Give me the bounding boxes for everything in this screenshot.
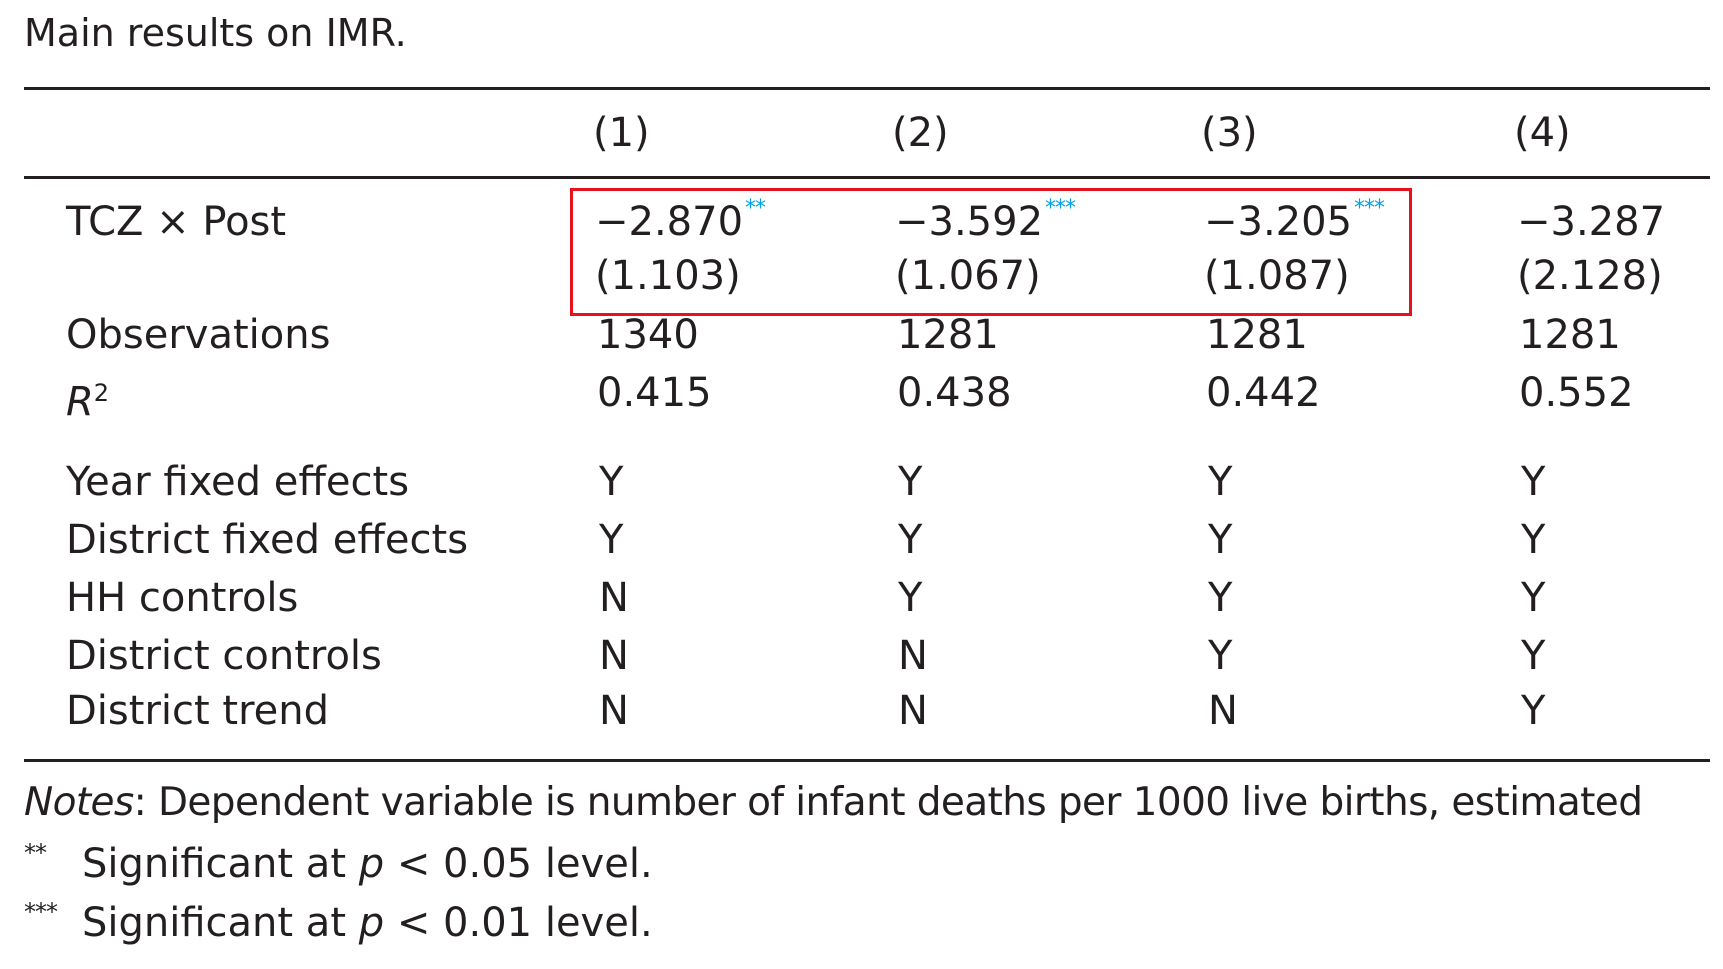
note-text-pre: Significant at — [82, 841, 359, 887]
observations-1: 1340 — [597, 312, 699, 358]
estimate-value: −3.592 — [895, 199, 1044, 245]
control-value: Y — [1521, 517, 1546, 563]
control-value: N — [898, 633, 928, 679]
control-value: Y — [898, 459, 923, 505]
control-value: Y — [599, 517, 624, 563]
significance-stars: *** — [1354, 196, 1385, 221]
std-error-3: (1.087) — [1204, 253, 1350, 299]
bottom-rule — [24, 759, 1710, 762]
note-text-pre: Significant at — [82, 900, 359, 946]
note-p: p — [358, 841, 385, 887]
std-error-4: (2.128) — [1517, 253, 1663, 299]
control-value: Y — [1521, 633, 1546, 679]
control-value: Y — [1208, 633, 1233, 679]
table-caption: Main results on IMR. — [24, 11, 407, 55]
significance-note-05: ** Significant at p < 0.05 level. — [24, 839, 653, 894]
estimate-value: −3.287 — [1517, 199, 1666, 245]
coef-row-label: TCZ × Post — [66, 197, 286, 247]
control-value: N — [599, 633, 629, 679]
control-value: Y — [1521, 688, 1546, 734]
note-p: p — [358, 900, 385, 946]
r-squared-3: 0.442 — [1206, 370, 1321, 416]
coef-estimate-1: −2.870** — [595, 196, 766, 254]
coef-label-times: × — [156, 199, 190, 245]
control-label: Year fixed effects — [66, 459, 410, 505]
table-notes: Notes: Dependent variable is number of i… — [24, 778, 1643, 828]
control-value: Y — [898, 575, 923, 621]
r-squared-label: R2 — [66, 368, 109, 427]
control-value: Y — [1208, 575, 1233, 621]
control-value: Y — [599, 459, 624, 505]
control-value: Y — [1208, 459, 1233, 505]
significance-stars: *** — [1045, 196, 1076, 221]
column-header-1: (1) — [593, 110, 650, 156]
coef-estimate-4: −3.287 — [1517, 197, 1667, 254]
observations-4: 1281 — [1519, 312, 1621, 358]
control-value: Y — [1521, 459, 1546, 505]
r-squared-1: 0.415 — [597, 370, 712, 416]
control-value: N — [898, 688, 928, 734]
column-header-2: (2) — [892, 110, 949, 156]
estimate-value: −3.205 — [1204, 199, 1353, 245]
observations-3: 1281 — [1206, 312, 1308, 358]
control-label: District trend — [66, 688, 329, 734]
r-squared-2: 0.438 — [897, 370, 1012, 416]
control-value: N — [599, 575, 629, 621]
std-error-1: (1.103) — [595, 253, 741, 299]
control-label: District fixed effects — [66, 517, 469, 563]
r-squared-4: 0.552 — [1519, 370, 1634, 416]
estimate-value: −2.870 — [595, 199, 744, 245]
control-value: Y — [1208, 517, 1233, 563]
control-value: N — [599, 688, 629, 734]
std-error-2: (1.067) — [895, 253, 1041, 299]
top-rule — [24, 87, 1710, 90]
significance-note-01: *** Significant at p < 0.01 level. — [24, 898, 653, 953]
note-marker: *** — [24, 898, 58, 926]
column-header-4: (4) — [1514, 110, 1571, 156]
notes-label: Notes — [24, 780, 134, 825]
control-label: District controls — [66, 633, 382, 679]
coef-estimate-3: −3.205*** — [1204, 196, 1385, 254]
control-label: HH controls — [66, 575, 299, 621]
notes-text: : Dependent variable is number of infant… — [133, 780, 1643, 825]
coef-label-post: Post — [202, 199, 287, 245]
observations-2: 1281 — [897, 312, 999, 358]
control-value: N — [1208, 688, 1238, 734]
significance-stars: ** — [745, 196, 766, 221]
control-value: Y — [898, 517, 923, 563]
control-value: Y — [1521, 575, 1546, 621]
observations-label: Observations — [66, 312, 331, 358]
note-text-post: < 0.05 level. — [384, 841, 653, 887]
coef-estimate-2: −3.592*** — [895, 196, 1076, 254]
column-header-3: (3) — [1201, 110, 1258, 156]
coef-label-tcz: TCZ — [66, 199, 144, 245]
r-squared-sup: 2 — [93, 379, 110, 407]
note-text-post: < 0.01 level. — [384, 900, 653, 946]
note-marker: ** — [24, 839, 47, 867]
r-squared-base: R — [66, 379, 94, 426]
header-rule — [24, 176, 1710, 179]
highlight-box — [570, 188, 1412, 316]
